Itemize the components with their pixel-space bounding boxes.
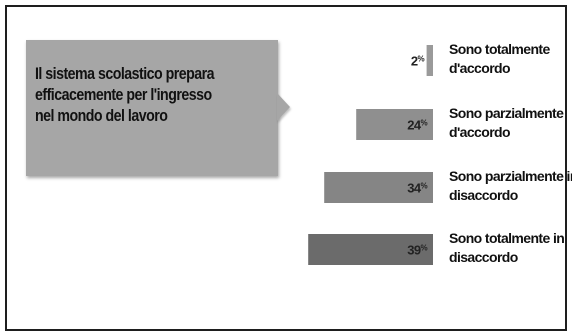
category-label-2: Sono parzialmente d'accordo <box>449 105 564 140</box>
value-label-2: 24% <box>407 118 427 133</box>
value-label-4: 39% <box>407 243 427 258</box>
bar-4 <box>308 234 433 265</box>
category-label-4: Sono totalmente in disaccordo <box>449 230 564 265</box>
value-label-3: 34% <box>407 181 427 196</box>
value-label-1: 2% <box>411 54 425 69</box>
callout-pointer-arrow <box>277 93 290 121</box>
question-text: Il sistema scolastico prepara efficaceme… <box>35 65 215 125</box>
category-label-3: Sono parzialmente in disaccordo <box>449 168 572 203</box>
bar-1 <box>426 45 433 76</box>
category-label-1: Sono totalmente d'accordo <box>449 41 550 76</box>
bar-2 <box>356 109 433 140</box>
question-callout <box>26 40 278 176</box>
bar-3 <box>324 172 433 203</box>
